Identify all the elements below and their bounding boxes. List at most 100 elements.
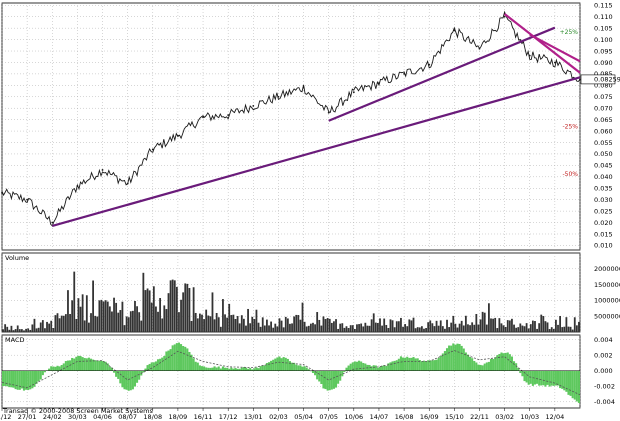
trend-line [529, 33, 581, 63]
macd-histogram-bar [27, 370, 30, 391]
volume-bar [441, 326, 444, 332]
macd-histogram-bar [35, 370, 38, 384]
volume-bar [529, 324, 532, 332]
price-point [26, 198, 29, 201]
macd-histogram-bar [29, 370, 32, 390]
macd-histogram-bar [324, 370, 327, 390]
macd-histogram-bar [332, 370, 335, 389]
volume-bar [54, 315, 57, 332]
macd-histogram-bar [508, 354, 511, 371]
macd-histogram-bar [64, 361, 67, 371]
macd-histogram-bar [142, 370, 145, 373]
volume-bar [119, 310, 122, 332]
price-point [378, 82, 380, 84]
volume-bar [240, 315, 243, 332]
macd-histogram-bar [25, 370, 28, 390]
volume-bar [309, 323, 312, 332]
macd-histogram-bar [230, 367, 233, 371]
volume-bar [190, 320, 193, 332]
price-y-tick-label: 0.070 [594, 105, 613, 113]
price-point [51, 221, 54, 224]
volume-bar [312, 322, 314, 332]
price-panel: 0.115 0.110 0.105 0.100 0.095 0.090 0.085 0.080… [1, 2, 620, 251]
macd-histogram-bar [561, 370, 564, 389]
macd-y-tick-label: 0.004 [594, 336, 613, 344]
macd-histogram-bar [219, 368, 222, 371]
volume-bar [213, 319, 216, 332]
volume-bar [498, 318, 501, 332]
macd-histogram-bar [163, 355, 166, 371]
x-tick-label: 10/06 [344, 413, 363, 421]
volume-bar [175, 286, 178, 332]
volume-bar [81, 294, 84, 332]
macd-histogram-bar [471, 358, 474, 371]
macd-histogram-bar [460, 345, 463, 371]
macd-histogram-bar [12, 370, 15, 388]
volume-bar [278, 318, 281, 332]
volume-bar [293, 316, 296, 332]
price-point [151, 148, 154, 151]
volume-bar [131, 310, 134, 332]
macd-histogram-bar [2, 370, 5, 387]
volume-y-tick-label: 10000000 [594, 297, 620, 305]
macd-histogram-bar [473, 360, 476, 371]
macd-histogram-bar [458, 343, 461, 371]
volume-bar [117, 312, 120, 332]
macd-histogram-bar [311, 370, 315, 374]
price-plot-area [1, 2, 581, 251]
macd-histogram-bar [203, 366, 206, 371]
macd-histogram-bar [39, 370, 42, 380]
percent-annotation: -50% [562, 171, 578, 178]
volume-bar [140, 320, 143, 332]
volume-bar [358, 324, 360, 332]
macd-histogram-bar [186, 348, 189, 371]
volume-bar [167, 293, 170, 332]
volume-bar [60, 315, 63, 332]
macd-histogram-bar [502, 353, 505, 371]
macd-histogram-bar [247, 368, 250, 371]
macd-histogram-bar [263, 365, 266, 371]
macd-histogram-bar [540, 370, 543, 386]
volume-bar [230, 315, 233, 332]
macd-histogram-bar [498, 353, 501, 371]
macd-histogram-bar [376, 367, 379, 371]
macd-histogram-bar [303, 366, 306, 371]
volume-bar [481, 311, 484, 332]
volume-bar [56, 313, 59, 332]
volume-bar [433, 326, 436, 332]
macd-histogram-bar [54, 366, 57, 371]
volume-bar [98, 300, 101, 332]
copyright-text: Transaq © 2000-2008 Screen Market System… [2, 407, 153, 415]
macd-histogram-bar [125, 370, 128, 390]
volume-bar [29, 329, 32, 332]
macd-histogram-bar [255, 367, 258, 371]
macd-histogram-bar [182, 345, 185, 371]
volume-bar [205, 309, 208, 332]
volume-bar [335, 319, 337, 332]
volume-bar [85, 295, 88, 332]
price-y-tick-label: 0.115 [594, 2, 613, 10]
macd-histogram-bar [358, 360, 361, 371]
last-value-label: 0.08259 [594, 76, 620, 84]
macd-histogram-bar [238, 368, 241, 371]
x-tick-label: 10/03 [520, 413, 539, 421]
macd-histogram-bar [228, 368, 231, 371]
volume-bar [326, 318, 329, 332]
macd-histogram-bar [102, 361, 105, 371]
volume-bar [295, 314, 298, 332]
volume-bar [414, 328, 417, 332]
volume-bar [337, 328, 340, 332]
volume-bar [282, 327, 285, 332]
trend-line [328, 26, 556, 122]
macd-histogram-bar [127, 370, 130, 391]
volume-bar [567, 326, 570, 332]
price-point [478, 47, 481, 50]
macd-histogram-bar [483, 363, 486, 371]
x-tick-label: 11/12 [0, 413, 11, 421]
macd-histogram-bar [89, 358, 93, 371]
macd-y-tick-label: 0.002 [594, 351, 613, 359]
volume-bar [108, 306, 111, 332]
macd-histogram-bar [236, 368, 239, 371]
volume-bar [289, 323, 291, 332]
macd-histogram-bar [288, 361, 291, 371]
